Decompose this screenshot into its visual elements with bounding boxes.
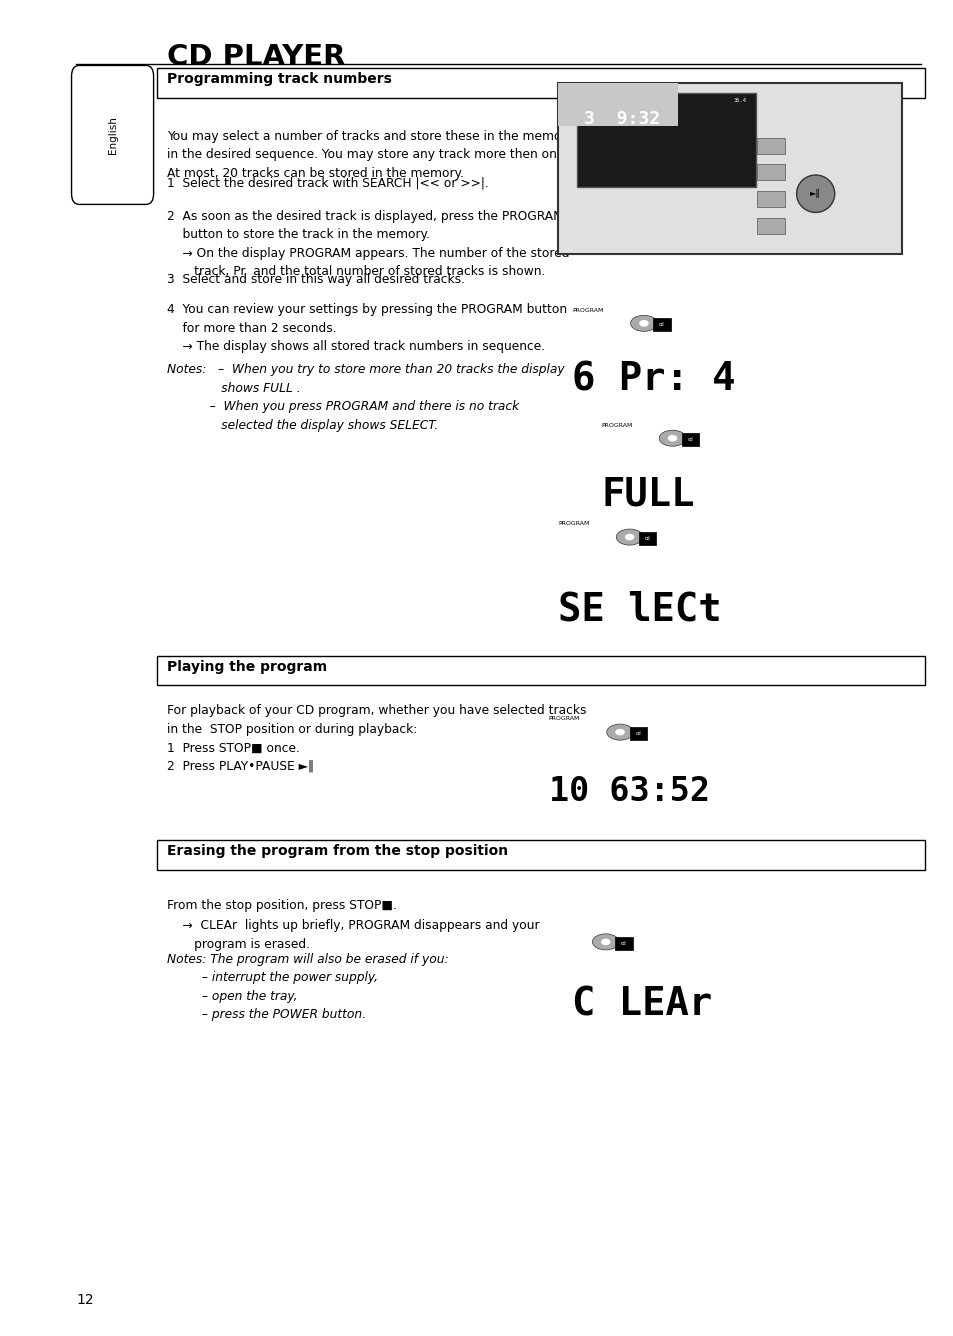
Text: SE lECt: SE lECt — [558, 591, 721, 628]
FancyBboxPatch shape — [157, 656, 924, 685]
Ellipse shape — [630, 315, 657, 331]
Ellipse shape — [796, 175, 834, 212]
Bar — [757, 218, 784, 234]
Ellipse shape — [624, 533, 634, 540]
Ellipse shape — [606, 724, 633, 740]
Text: 35.4: 35.4 — [733, 98, 745, 103]
Text: English: English — [108, 116, 117, 154]
Text: PROGRAM: PROGRAM — [600, 422, 632, 428]
Text: CD PLAYER: CD PLAYER — [167, 43, 345, 71]
Text: cd: cd — [687, 437, 693, 442]
Bar — [757, 138, 784, 154]
Ellipse shape — [667, 434, 677, 441]
Ellipse shape — [615, 728, 624, 735]
Text: PROGRAM: PROGRAM — [548, 716, 579, 721]
FancyBboxPatch shape — [71, 65, 153, 204]
FancyBboxPatch shape — [615, 937, 632, 950]
Text: PROGRAM: PROGRAM — [558, 521, 589, 526]
Bar — [757, 164, 784, 180]
Text: cd: cd — [644, 536, 650, 541]
Text: You may select a number of tracks and store these in the memory
in the desired s: You may select a number of tracks and st… — [167, 130, 575, 179]
Text: Programming track numbers: Programming track numbers — [167, 72, 392, 86]
Ellipse shape — [600, 938, 610, 946]
Text: ►‖: ►‖ — [809, 190, 821, 198]
Bar — [577, 94, 755, 187]
Text: 1  Select the desired track with SEARCH |<< or >>|.: 1 Select the desired track with SEARCH |… — [167, 176, 488, 190]
Text: 1  Press STOP■ once.
2  Press PLAY•PAUSE ►‖: 1 Press STOP■ once. 2 Press PLAY•PAUSE ►… — [167, 741, 314, 774]
Text: 2  As soon as the desired track is displayed, press the PROGRAM
    button to st: 2 As soon as the desired track is displa… — [167, 210, 569, 278]
Text: Erasing the program from the stop position: Erasing the program from the stop positi… — [167, 844, 508, 858]
Text: 10 63:52: 10 63:52 — [548, 775, 709, 808]
Text: cd: cd — [635, 731, 640, 736]
FancyBboxPatch shape — [653, 318, 670, 331]
FancyBboxPatch shape — [629, 727, 646, 740]
Text: For playback of your CD program, whether you have selected tracks
in the  STOP p: For playback of your CD program, whether… — [167, 704, 586, 736]
FancyBboxPatch shape — [157, 68, 924, 98]
Text: From the stop position, press STOP■.: From the stop position, press STOP■. — [167, 899, 396, 912]
Ellipse shape — [659, 430, 685, 446]
Text: Notes: The program will also be erased if you:
         – interrupt the power su: Notes: The program will also be erased i… — [167, 953, 448, 1021]
Text: 6 Pr: 4: 6 Pr: 4 — [572, 361, 736, 398]
FancyBboxPatch shape — [157, 840, 924, 870]
Text: 3  Select and store in this way all desired tracks.: 3 Select and store in this way all desir… — [167, 273, 464, 286]
Bar — [757, 191, 784, 207]
Text: 12: 12 — [76, 1293, 93, 1307]
Text: Playing the program: Playing the program — [167, 660, 327, 673]
Text: →  CLEAr  lights up briefly, PROGRAM disappears and your
       program is erase: → CLEAr lights up briefly, PROGRAM disap… — [167, 919, 539, 951]
Bar — [558, 83, 678, 126]
Text: FULL: FULL — [600, 476, 694, 513]
Ellipse shape — [639, 319, 648, 326]
Ellipse shape — [616, 529, 642, 545]
FancyBboxPatch shape — [681, 433, 699, 446]
Text: Notes:   –  When you try to store more than 20 tracks the display
              : Notes: – When you try to store more than… — [167, 363, 564, 432]
Text: C LEAr: C LEAr — [572, 986, 712, 1023]
Ellipse shape — [592, 934, 618, 950]
Bar — [558, 83, 901, 254]
Text: cd: cd — [620, 941, 626, 946]
Text: 4  You can review your settings by pressing the PROGRAM button
    for more than: 4 You can review your settings by pressi… — [167, 303, 566, 353]
Text: 3  9:32: 3 9:32 — [583, 111, 659, 128]
FancyBboxPatch shape — [639, 532, 656, 545]
Text: PROGRAM: PROGRAM — [572, 307, 603, 313]
Text: cd: cd — [659, 322, 664, 327]
